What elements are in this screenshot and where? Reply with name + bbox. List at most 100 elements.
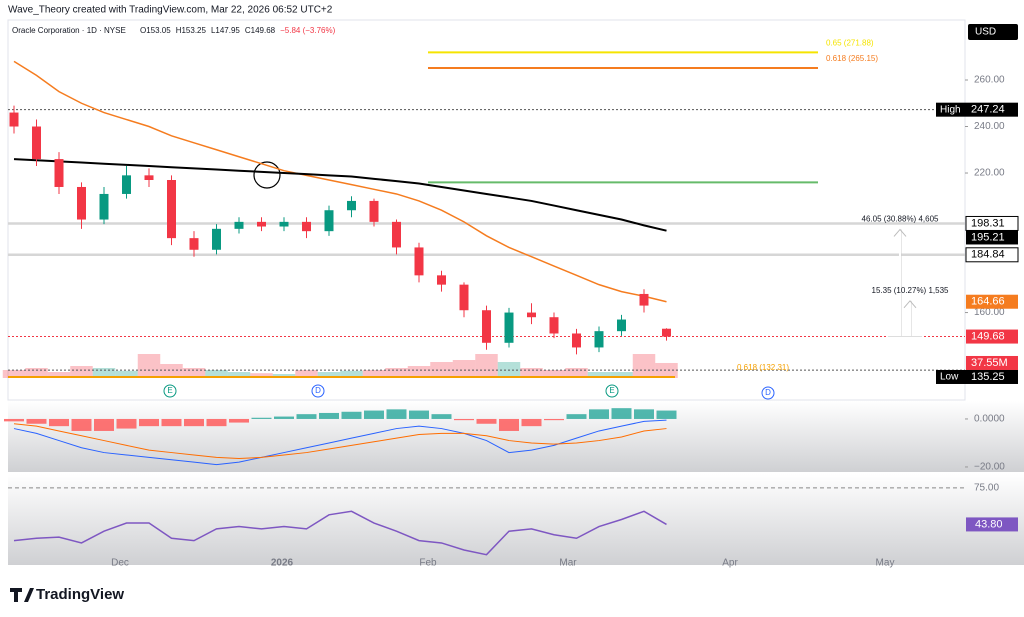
macd-histogram — [184, 418, 204, 427]
candle-body — [459, 284, 469, 311]
volume-bar — [317, 372, 341, 378]
candle-body — [347, 200, 356, 211]
price-tag — [966, 102, 1018, 117]
volume-bar — [182, 368, 206, 378]
macd-histogram — [296, 414, 317, 419]
x-tick-label: Mar — [559, 558, 577, 569]
volume-bar — [407, 366, 431, 378]
candle-body — [99, 193, 109, 220]
header: Wave_Theory created with TradingView.com… — [8, 5, 333, 16]
tag-title: Low — [940, 372, 959, 383]
volume-bar — [47, 372, 71, 378]
candle-body — [392, 221, 401, 248]
event-icon — [605, 384, 619, 398]
macd-histogram — [544, 418, 564, 421]
ohlc-value: H153.25 — [176, 26, 207, 35]
candle-body — [527, 312, 536, 318]
candle-body — [662, 328, 671, 337]
candle-body — [482, 310, 491, 343]
candle-body — [504, 312, 514, 343]
logo: TradingView — [10, 586, 124, 603]
level-label: 0.618 (265.15) — [826, 54, 878, 63]
volume-bar — [92, 368, 116, 378]
price-tag-label: 247.24 — [971, 104, 1005, 116]
ohlc-value: L147.95 — [211, 26, 240, 35]
price-tag-label: 135.25 — [971, 371, 1005, 383]
event-label: E — [167, 386, 172, 395]
measure-label: 15.35 (10.27%) 1,535 — [872, 286, 949, 295]
volume-bar — [587, 372, 611, 378]
volume-bar — [250, 373, 273, 378]
volume-bar — [475, 354, 498, 378]
candle-body — [122, 175, 131, 194]
ohlc-value: −5.84 (−3.76%) — [280, 26, 335, 35]
macd-histogram — [476, 418, 497, 424]
candle-body — [437, 275, 446, 285]
volume-bar — [227, 372, 251, 378]
x-tick-label: Feb — [419, 558, 437, 569]
y-tick-label: −20.00 — [974, 462, 1005, 473]
y-tick-label: 160.00 — [974, 307, 1005, 318]
volume-bar — [452, 360, 476, 378]
price-tag — [966, 355, 1018, 370]
ohlc-value: O153.05 — [140, 26, 171, 35]
volume-bar — [295, 370, 318, 378]
candle-body — [234, 221, 244, 229]
macd-histogram — [94, 418, 114, 431]
price-tag-label: 149.68 — [971, 330, 1005, 342]
price-tag — [966, 369, 1018, 384]
volume-bar — [655, 362, 678, 378]
macd-histogram — [319, 412, 339, 419]
macd-histogram — [26, 418, 47, 424]
macd-histogram — [206, 418, 227, 427]
macd-histogram — [139, 418, 159, 427]
candle-body — [212, 228, 221, 250]
price-tag-label: 195.21 — [971, 231, 1005, 243]
ohlc-value: C149.68 — [245, 26, 276, 35]
candle-body — [639, 293, 649, 306]
macd-histogram — [116, 418, 137, 429]
x-tick-label: May — [876, 558, 895, 569]
macd-histogram — [274, 416, 294, 419]
macd-histogram — [499, 418, 519, 431]
macd-histogram — [49, 418, 69, 427]
moving-average — [13, 60, 667, 303]
macd-histogram — [386, 409, 407, 419]
candle-body — [617, 319, 626, 332]
macd-histogram — [364, 410, 384, 419]
macd-histogram — [161, 418, 182, 427]
arrow-head — [893, 228, 907, 237]
candle-body — [324, 210, 334, 232]
volume-bar — [115, 370, 138, 378]
moving-average — [13, 158, 667, 232]
candle-body — [549, 317, 559, 334]
candle-body — [189, 238, 199, 250]
macd-histogram — [589, 409, 609, 419]
macd-histogram — [71, 418, 92, 431]
volume-bar — [520, 368, 543, 378]
y-tick-label: 0.0000 — [974, 414, 1005, 425]
candle-body — [167, 180, 176, 239]
candle-body — [594, 331, 604, 348]
x-tick-label: 2026 — [271, 558, 294, 569]
symbol: Oracle Corporation · 1D · NYSE — [12, 26, 126, 35]
macd-histogram — [521, 418, 542, 427]
macd-histogram — [341, 411, 362, 419]
macd-histogram — [409, 410, 429, 419]
event-icon — [761, 386, 775, 400]
volume-bar — [340, 370, 363, 378]
event-icon — [311, 384, 325, 398]
macd-histogram — [656, 410, 677, 419]
candle-body — [9, 112, 19, 127]
tag-title-box — [936, 102, 966, 117]
candle-body — [144, 175, 154, 180]
y-tick-label: 220.00 — [974, 168, 1005, 179]
macd-pane — [8, 401, 965, 472]
volume-bar — [160, 364, 183, 378]
brand: TradingView — [36, 586, 124, 603]
price-tag-label: 37.55M — [971, 357, 1008, 369]
tag-title-box — [936, 369, 966, 384]
volume-bar — [610, 372, 633, 378]
price-tag — [966, 230, 1018, 245]
